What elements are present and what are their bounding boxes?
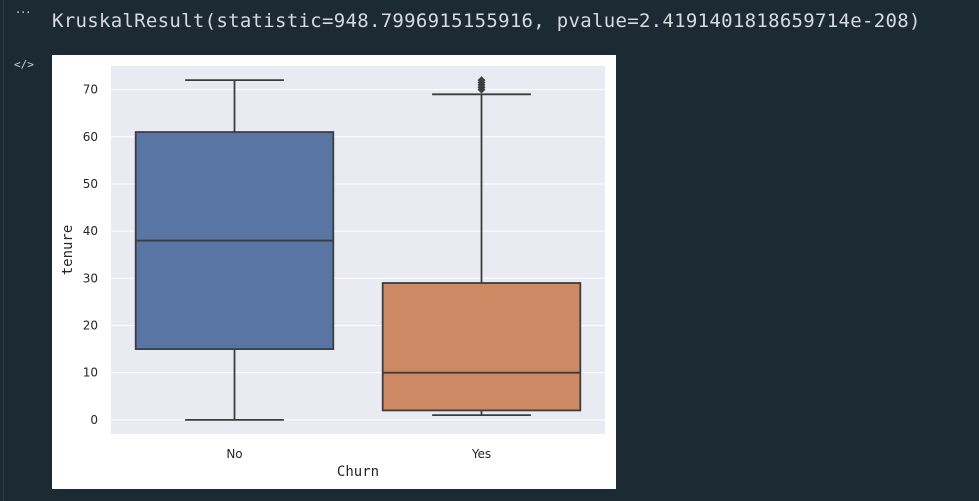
x-tick-label-no: No — [226, 447, 242, 461]
y-tick-label-30: 30 — [83, 271, 98, 285]
iqr-box — [381, 282, 582, 412]
box-yes — [381, 76, 582, 417]
y-tick-label-20: 20 — [83, 318, 98, 332]
x-axis-label: Churn — [337, 464, 379, 480]
boxplot-chart: 0 10 20 30 40 50 60 70 No Yes Churn tenure — [60, 66, 605, 480]
gutter-line — [3, 0, 4, 501]
y-tick-label-50: 50 — [83, 177, 98, 191]
y-tick-label-10: 10 — [83, 366, 98, 380]
x-tick-label-yes: Yes — [471, 447, 491, 461]
boxplot-figure: 0 10 20 30 40 50 60 70 No Yes Churn tenure — [52, 55, 616, 489]
outlier-point — [477, 76, 486, 85]
y-axis-label: tenure — [60, 225, 76, 276]
y-tick-label-60: 60 — [83, 130, 98, 144]
y-tick-labels: 0 10 20 30 40 50 60 70 — [83, 83, 98, 427]
code-toggle-icon[interactable]: </> — [14, 58, 34, 71]
x-tick-labels: No Yes — [226, 447, 491, 461]
box-no — [134, 79, 335, 421]
boxes — [134, 76, 582, 421]
y-tick-label-70: 70 — [83, 83, 98, 97]
y-tick-label-0: 0 — [90, 413, 98, 427]
y-tick-label-40: 40 — [83, 224, 98, 238]
output-menu-icon[interactable]: ··· — [16, 6, 32, 21]
kruskal-result-output: KruskalResult(statistic=948.799691515591… — [52, 10, 921, 32]
